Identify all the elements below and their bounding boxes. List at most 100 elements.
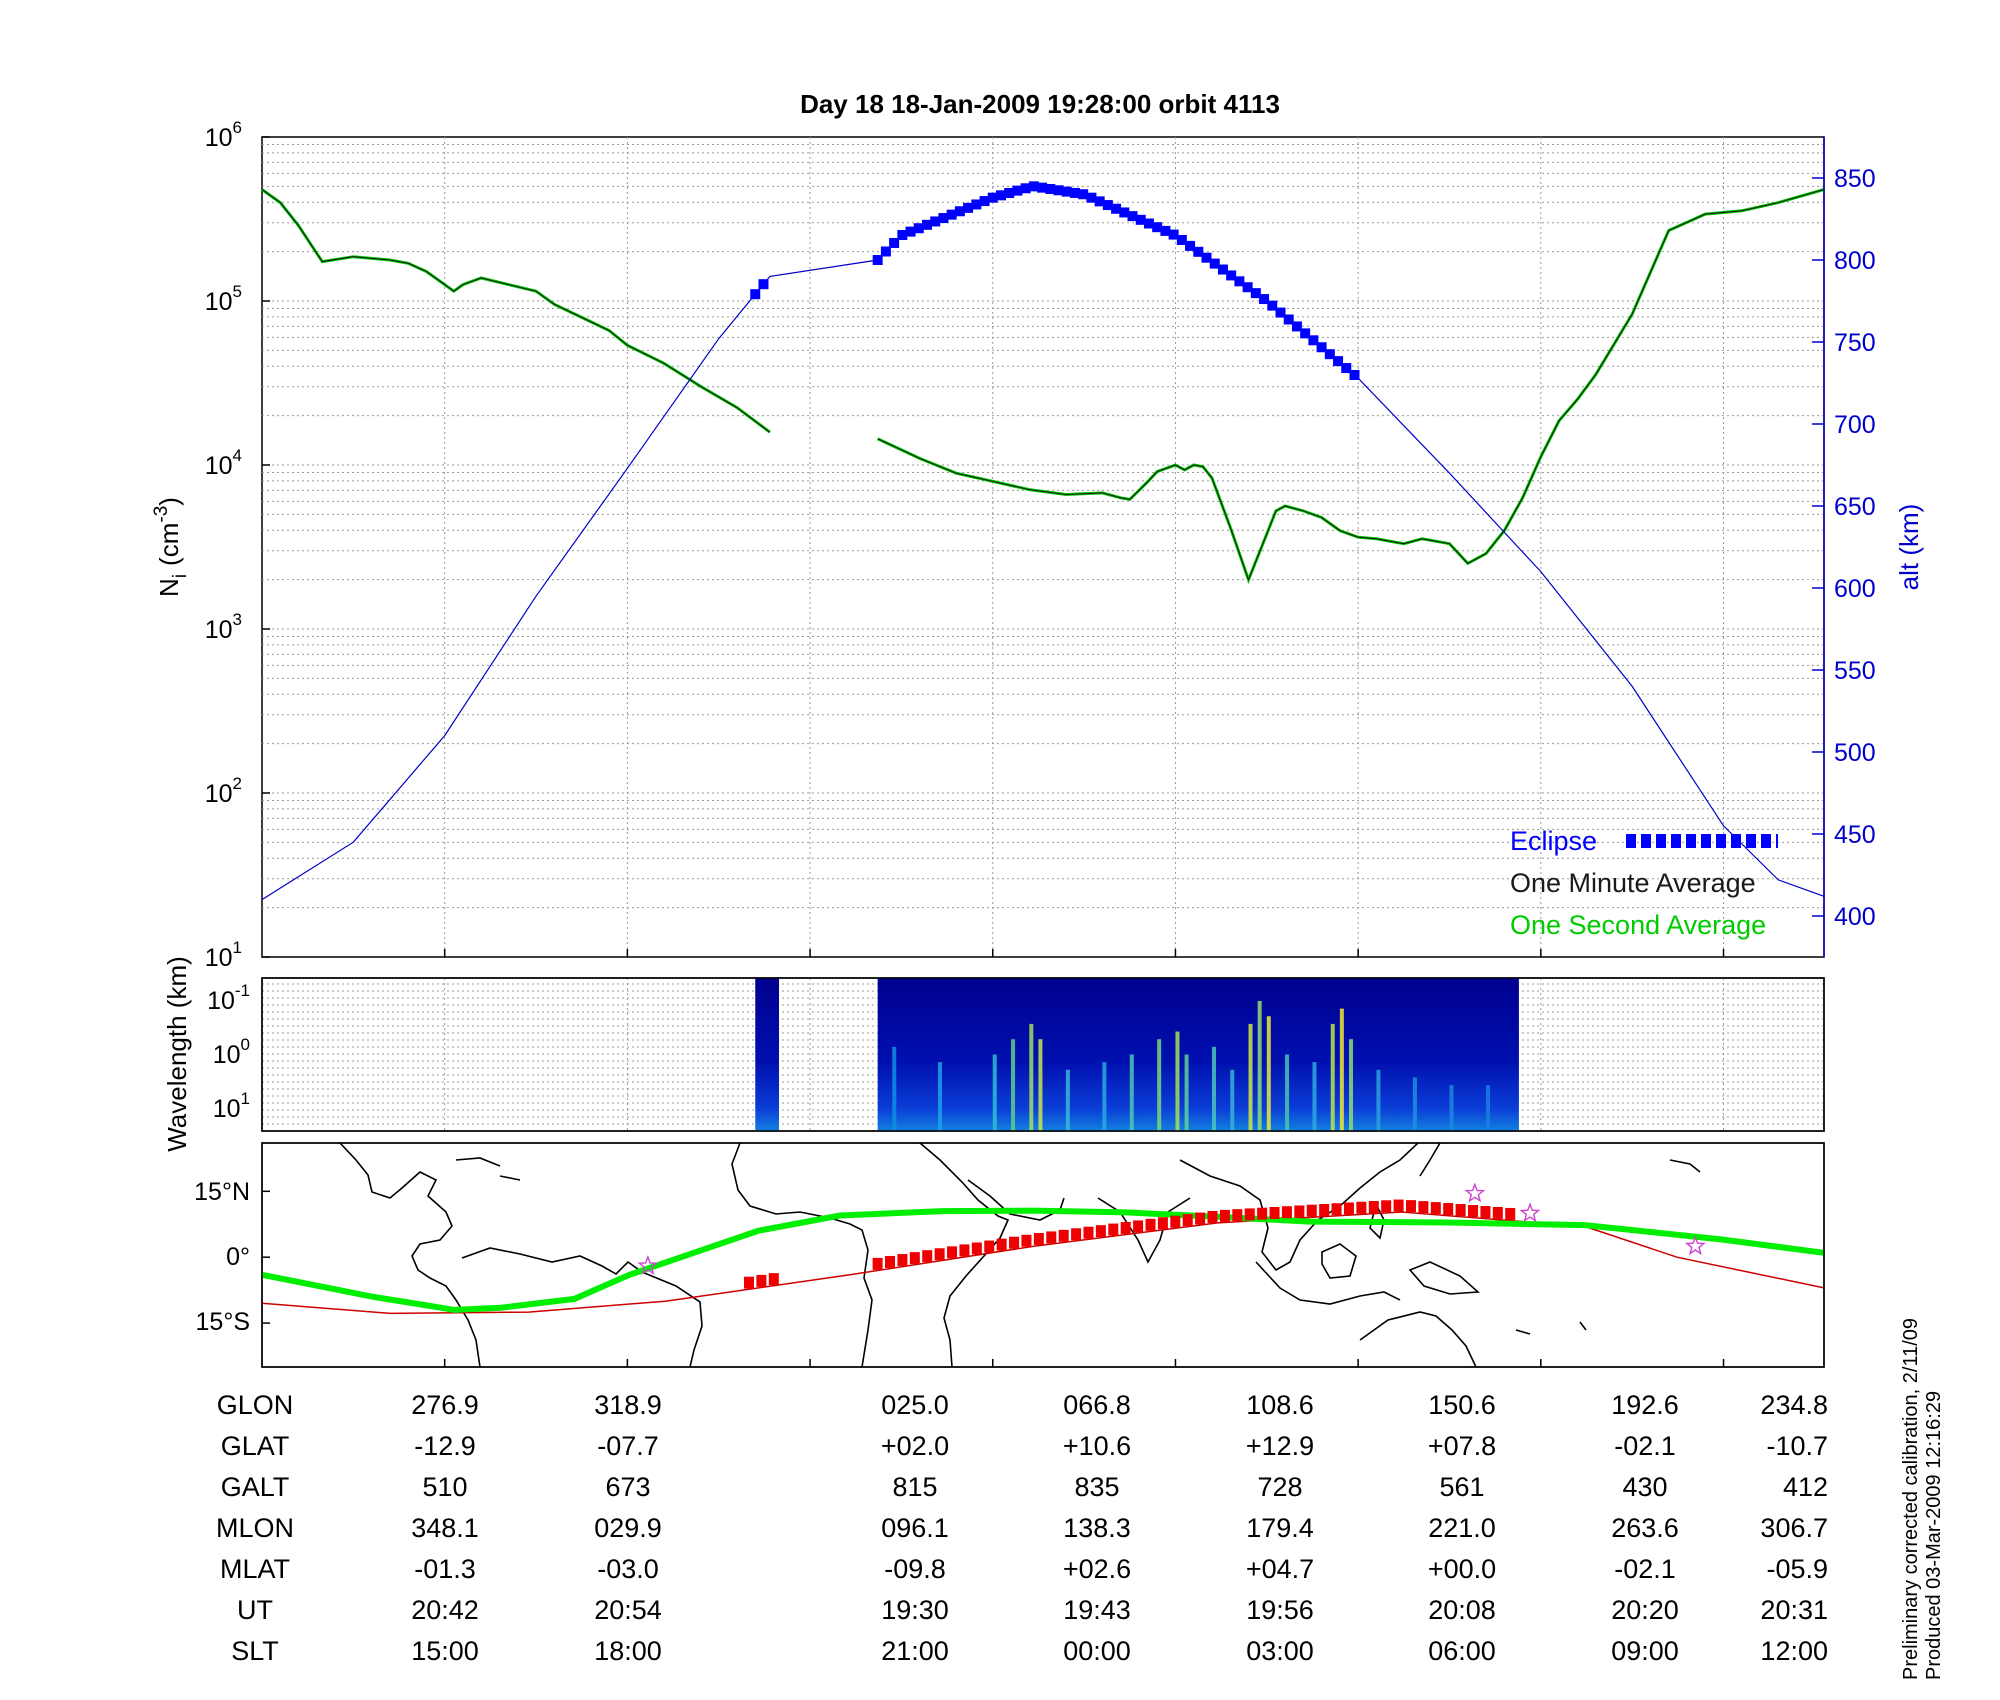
map-eclipse-marker	[1244, 1208, 1255, 1221]
table-cell: 20:31	[1760, 1595, 1828, 1625]
eclipse-marker	[1316, 342, 1327, 353]
map-eclipse-marker	[1219, 1209, 1230, 1222]
density-panel-frame	[261, 136, 1825, 958]
table-cell: -01.3	[414, 1554, 476, 1584]
table-cell: 09:00	[1611, 1636, 1679, 1666]
table-cell: 348.1	[411, 1513, 479, 1543]
map-panel: 15°N 0° 15°S	[194, 1142, 1825, 1368]
wavelength-tick-label: 100	[213, 1035, 250, 1069]
spectrogram-streak	[1330, 1023, 1335, 1131]
map-eclipse-marker	[1170, 1215, 1181, 1228]
map-eclipse-marker	[1071, 1228, 1082, 1241]
spectrogram-data	[755, 978, 1519, 1131]
table-cell: -05.9	[1766, 1554, 1828, 1584]
table-cell: 12:00	[1760, 1636, 1828, 1666]
alt-tick-label: 650	[1834, 493, 1876, 521]
eclipse-marker	[1020, 183, 1031, 194]
map-eclipse-marker	[1331, 1203, 1342, 1216]
table-cell: 179.4	[1246, 1513, 1314, 1543]
eclipse-marker	[1341, 363, 1352, 374]
calibration-note: Preliminary corrected calibration, 2/11/…	[1900, 1318, 1922, 1680]
map-eclipse-marker	[1455, 1204, 1466, 1217]
coast-africa-east	[919, 1142, 1010, 1368]
table-cell: 029.9	[594, 1513, 662, 1543]
spectrogram-streak	[1029, 1023, 1034, 1131]
table-cell: 835	[1074, 1472, 1119, 1502]
coast-americas	[339, 1142, 481, 1368]
eclipse-marker	[1300, 328, 1311, 339]
eclipse-marker	[1053, 185, 1064, 196]
table-cell: 19:43	[1063, 1595, 1131, 1625]
wavelength-tick-label: 101	[213, 1089, 250, 1123]
wavelength-tick-label: 10-1	[207, 981, 250, 1015]
spectrogram-streak	[1339, 1008, 1344, 1131]
table-cell: 138.3	[1063, 1513, 1131, 1543]
map-eclipse-marker	[1480, 1205, 1491, 1218]
map-eclipse-marker	[959, 1244, 970, 1257]
table-cell: 263.6	[1611, 1513, 1679, 1543]
eclipse-marker	[1111, 203, 1122, 214]
eclipse-marker	[930, 216, 941, 227]
map-eclipse-marker	[1381, 1200, 1392, 1213]
map-eclipse-marker	[768, 1273, 779, 1286]
eclipse-marker	[1349, 369, 1360, 380]
table-cell: 20:20	[1611, 1595, 1679, 1625]
map-eclipse-marker	[1083, 1226, 1094, 1239]
map-frame	[261, 1142, 1825, 1368]
spectrogram-streak	[1038, 1039, 1043, 1131]
coast-pacific-islands	[1515, 1159, 1701, 1335]
table-cell: +07.8	[1428, 1431, 1496, 1461]
eclipse-marker	[1234, 276, 1245, 287]
table-cell: +12.9	[1246, 1431, 1314, 1461]
legend-second-label: One Second Average	[1510, 910, 1766, 940]
map-eclipse-marker	[984, 1240, 995, 1253]
coast-australia	[1359, 1311, 1477, 1368]
eclipse-marker	[1152, 222, 1163, 233]
coast-south-america	[461, 1247, 703, 1368]
eclipse-marker	[1160, 225, 1171, 236]
table-cell: 318.9	[594, 1390, 662, 1420]
spectrogram-streak	[1065, 1069, 1070, 1131]
eclipse-marker	[1333, 356, 1344, 367]
eclipse-marker	[889, 237, 900, 248]
table-cell: 412	[1783, 1472, 1828, 1502]
map-eclipse-marker	[1368, 1201, 1379, 1214]
map-eclipse-marker	[1232, 1209, 1243, 1222]
eclipse-marker	[1226, 270, 1237, 281]
one-minute-average-line	[261, 189, 771, 433]
map-eclipse-marker	[1133, 1220, 1144, 1233]
coast-indonesia	[1255, 1261, 1401, 1305]
lat-tick-15s: 15°S	[196, 1308, 250, 1336]
map-star-marker	[1464, 1182, 1486, 1203]
spectrogram-streak	[1129, 1054, 1134, 1131]
eclipse-marker	[1275, 307, 1286, 318]
table-cell: 00:00	[1063, 1636, 1131, 1666]
eclipse-marker	[1168, 229, 1179, 240]
spectrogram-streak	[1248, 1023, 1253, 1131]
table-row-label: GALT	[221, 1472, 290, 1502]
map-eclipse-marker	[1443, 1203, 1454, 1216]
map-eclipse-marker	[1418, 1201, 1429, 1214]
map-eclipse-marker	[1393, 1199, 1404, 1212]
table-cell: +00.0	[1428, 1554, 1496, 1584]
eclipse-marker	[1324, 349, 1335, 360]
coastlines	[339, 1142, 1701, 1368]
density-y-axis-title: Ni(cm-3)	[151, 497, 191, 597]
map-eclipse-marker	[1108, 1223, 1119, 1236]
map-eclipse-marker	[971, 1242, 982, 1255]
alt-tick-label: 500	[1834, 739, 1876, 767]
map-eclipse-marker	[1257, 1207, 1268, 1220]
map-eclipse-marker	[897, 1254, 908, 1267]
map-eclipse-marker	[1306, 1204, 1317, 1217]
table-cell: 673	[605, 1472, 650, 1502]
y-tick-label: 105	[205, 282, 242, 316]
map-eclipse-marker	[872, 1257, 883, 1270]
map-eclipse-marker	[1145, 1218, 1156, 1231]
eclipse-marker	[963, 202, 974, 213]
table-cell: +02.6	[1063, 1554, 1131, 1584]
eclipse-marker	[979, 196, 990, 207]
eclipse-marker	[905, 226, 916, 237]
eclipse-marker	[1217, 264, 1228, 275]
coast-se-asia	[1179, 1142, 1419, 1272]
